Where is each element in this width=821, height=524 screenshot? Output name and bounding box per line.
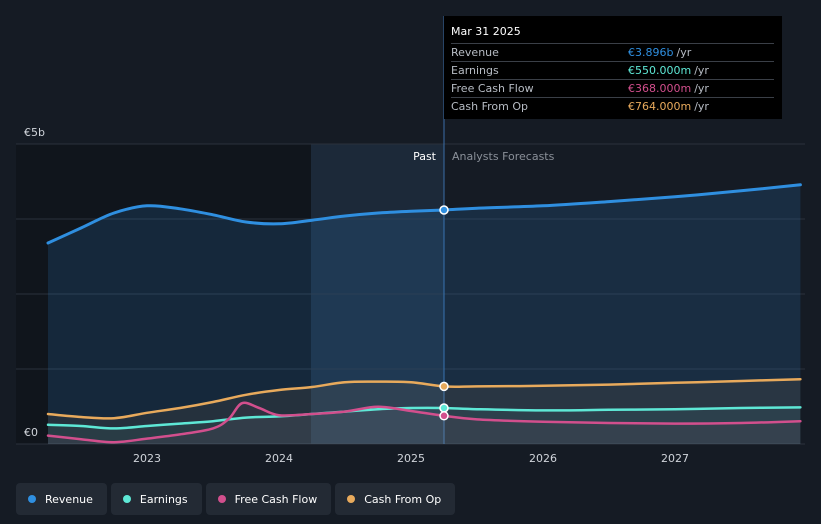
revenue-line [46,183,802,245]
tooltip-unit: /yr [694,64,709,77]
tooltip-value: €764.000m [628,100,692,113]
tooltip-label: Revenue [451,46,499,59]
tooltip-unit: /yr [694,100,709,113]
legend-dot-icon [28,495,36,503]
tooltip-value: €550.000m [628,64,692,77]
earnings-point [439,403,449,413]
cash-from-op-line [46,377,802,420]
tooltip-date: Mar 31 2025 [451,25,521,38]
free-cash-flow-line [46,401,802,444]
tooltip-unit: /yr [676,46,692,59]
past-label: Past [413,150,437,163]
revenue-area [48,184,801,445]
tooltip-label: Cash From Op [451,100,529,113]
x-tick-label: 2023 [133,452,161,465]
x-tick-label: 2026 [529,452,557,465]
x-tick-label: 2024 [265,452,293,465]
legend-dot-icon [122,495,131,503]
tooltip-value: €3.896b [628,46,674,59]
x-tick-label: 2027 [661,452,689,465]
cash-from-op-area [48,379,801,444]
legend-item-free-cash-flow[interactable]: Free Cash Flow [205,483,332,515]
cash-from-op-point [439,381,449,392]
tooltip-row-free-cash-flow: Free Cash Flow €368.000m /yr [451,79,774,97]
tooltip-row-earnings: Earnings €550.000m /yr [451,61,774,79]
tooltip-row-cash-from-op: Cash From Op €764.000m /yr [451,97,774,115]
x-tick-label: 2025 [397,452,425,465]
tooltip-value: €368.000m [628,82,692,95]
data-tooltip: Mar 31 2025 Revenue €3.896b /yr Earnings… [444,16,782,119]
tooltip-row-revenue: Revenue €3.896b /yr [451,43,774,61]
revenue-point [439,205,449,215]
legend-item-revenue[interactable]: Revenue [16,483,107,515]
earnings-area [48,407,801,444]
free-cash-flow-area [48,402,801,444]
forecast-label: Analysts Forecasts [452,150,555,163]
y-tick-label: €5b [24,126,45,139]
legend-label: Cash From Op [364,492,442,506]
legend-dot-icon [217,495,226,503]
tooltip-unit: /yr [694,82,709,95]
legend-label: Earnings [139,492,188,506]
tooltip-label: Free Cash Flow [451,82,534,95]
legend-dot-icon [347,495,356,503]
legend-label: Revenue [45,492,93,506]
legend-item-cash-from-op[interactable]: Cash From Op [335,483,456,515]
free-cash-flow-point [439,411,449,421]
y-tick-label: €0 [24,426,38,439]
legend-item-earnings[interactable]: Earnings [110,483,202,515]
chart-legend: Revenue Earnings Free Cash Flow Cash Fro… [16,483,456,515]
tooltip-label: Earnings [451,64,499,77]
legend-label: Free Cash Flow [234,492,318,506]
